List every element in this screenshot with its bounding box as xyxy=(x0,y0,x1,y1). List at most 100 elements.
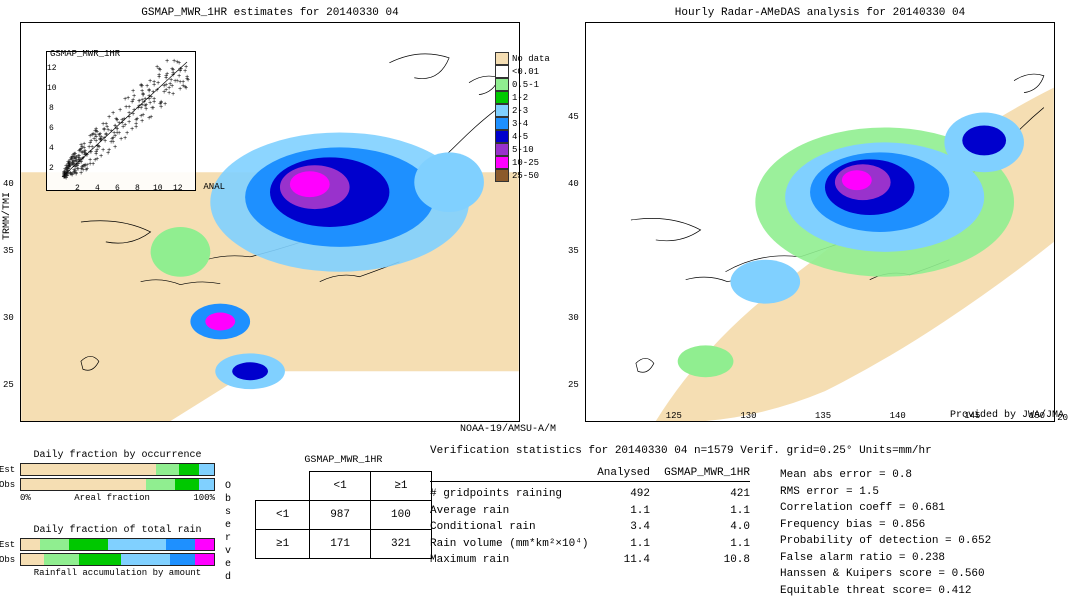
svg-text:+: + xyxy=(123,135,127,143)
svg-text:2: 2 xyxy=(75,184,80,192)
bottom-section: Daily fraction by occurrence Est Obs 0%A… xyxy=(10,440,1070,605)
svg-text:8: 8 xyxy=(135,184,140,192)
fraction-total: Daily fraction of total rain Est Obs Rai… xyxy=(20,525,215,578)
svg-text:+: + xyxy=(140,88,144,96)
frac-segment xyxy=(121,554,169,565)
legend-swatch xyxy=(495,65,509,78)
frac-segment xyxy=(175,479,198,490)
svg-text:+: + xyxy=(123,122,127,130)
verif-score-line: Hanssen & Kuipers score = 0.560 xyxy=(780,566,991,583)
lat-tick: 40 xyxy=(568,179,579,189)
legend-swatch xyxy=(495,91,509,104)
svg-text:+: + xyxy=(155,87,159,95)
verif-row: Rain volume (mm*km²×10⁴)1.11.1 xyxy=(430,536,750,553)
svg-text:10: 10 xyxy=(47,84,57,93)
svg-text:+: + xyxy=(149,94,153,102)
lat-tick: 35 xyxy=(3,246,14,256)
svg-text:+: + xyxy=(145,83,149,91)
svg-text:+: + xyxy=(94,128,98,136)
svg-text:+: + xyxy=(137,103,141,111)
legend-row: 1-2 xyxy=(495,91,555,104)
svg-text:+: + xyxy=(171,91,175,99)
legend-swatch xyxy=(495,130,509,143)
svg-text:+: + xyxy=(162,89,166,97)
frac-segment xyxy=(195,554,214,565)
lat-tick: 35 xyxy=(568,246,579,256)
svg-text:+: + xyxy=(143,103,147,111)
svg-text:+: + xyxy=(70,161,74,169)
lat-tick: 45 xyxy=(568,112,579,122)
verif-row: Conditional rain3.44.0 xyxy=(430,519,750,536)
legend-label: 4-5 xyxy=(512,132,528,142)
verif-score-line: False alarm ratio = 0.238 xyxy=(780,550,991,567)
inset-xlabel: ANAL xyxy=(203,182,225,192)
svg-text:140: 140 xyxy=(890,411,906,421)
inset-scatter-svg: ++++++++++++++++++++++++++++++++++++++++… xyxy=(47,52,197,192)
svg-text:6: 6 xyxy=(49,124,54,133)
legend-row: <0.01 xyxy=(495,65,555,78)
frac-segment xyxy=(170,554,195,565)
svg-text:+: + xyxy=(77,155,81,163)
inset-title: GSMAP_MWR_1HR xyxy=(50,49,120,59)
frac-tot-caption: Rainfall accumulation by amount xyxy=(20,568,215,578)
frac-segment xyxy=(108,539,166,550)
map-right-title: Hourly Radar-AMeDAS analysis for 2014033… xyxy=(586,7,1054,19)
map-left-panel: GSMAP_MWR_1HR estimates for 20140330 04 xyxy=(20,22,520,422)
svg-text:10: 10 xyxy=(153,184,163,192)
legend-row: 3-4 xyxy=(495,117,555,130)
frac-segment xyxy=(166,539,195,550)
svg-text:12: 12 xyxy=(47,64,57,73)
legend-row: 10-25 xyxy=(495,156,555,169)
frac-occ-axis: 0%Areal fraction100% xyxy=(20,493,215,503)
svg-text:+: + xyxy=(70,171,74,179)
svg-text:+: + xyxy=(132,107,136,115)
map-right-footer: Provided by JWA/JMA xyxy=(950,410,1064,421)
svg-text:+: + xyxy=(82,149,86,157)
frac-segment xyxy=(195,539,214,550)
svg-text:+: + xyxy=(134,124,138,132)
contab-title: GSMAP_MWR_1HR xyxy=(255,455,432,466)
frac-occ-title: Daily fraction by occurrence xyxy=(20,450,215,461)
legend-row: 4-5 xyxy=(495,130,555,143)
svg-text:130: 130 xyxy=(740,411,756,421)
svg-text:+: + xyxy=(127,114,131,122)
frac-segment xyxy=(40,539,69,550)
legend-swatch xyxy=(495,78,509,91)
frac-segment xyxy=(21,539,40,550)
svg-text:+: + xyxy=(171,67,175,75)
frac-segment xyxy=(156,464,179,475)
page: GSMAP_MWR_1HR estimates for 20140330 04 xyxy=(0,0,1080,612)
legend-swatch xyxy=(495,156,509,169)
map-left-footer: NOAA-19/AMSU-A/M xyxy=(460,424,556,435)
svg-text:+: + xyxy=(177,60,181,68)
legend-label: No data xyxy=(512,54,550,64)
svg-text:8: 8 xyxy=(49,104,54,113)
frac-segment xyxy=(79,554,121,565)
frac-segment xyxy=(44,554,79,565)
legend-row: 0.5-1 xyxy=(495,78,555,91)
svg-text:+: + xyxy=(94,138,98,146)
verif-row: Maximum rain11.410.8 xyxy=(430,552,750,569)
legend-swatch xyxy=(495,143,509,156)
map-right-panel: Hourly Radar-AMeDAS analysis for 2014033… xyxy=(585,22,1055,422)
legend-swatch xyxy=(495,104,509,117)
inset-scatter: GSMAP_MWR_1HR ++++++++++++++++++++++++++… xyxy=(46,51,196,191)
svg-text:+: + xyxy=(140,118,144,126)
contab-grid: <1≥1 <1987100 ≥1171321 xyxy=(255,471,432,559)
verif-scores: Mean abs error = 0.8RMS error = 1.5Corre… xyxy=(780,467,991,599)
verif-header: Verification statistics for 20140330 04 … xyxy=(430,445,991,457)
svg-text:+: + xyxy=(167,90,171,98)
svg-text:+: + xyxy=(172,58,176,66)
frac-tot-est: Est xyxy=(20,538,215,551)
color-legend: No data<0.010.5-11-22-33-44-55-1010-2525… xyxy=(495,52,555,182)
legend-row: 2-3 xyxy=(495,104,555,117)
svg-text:+: + xyxy=(164,75,168,83)
svg-text:+: + xyxy=(163,101,167,109)
frac-segment xyxy=(21,479,146,490)
frac-tot-title: Daily fraction of total rain xyxy=(20,525,215,536)
verif-row: # gridpoints raining492421 xyxy=(430,486,750,503)
svg-text:+: + xyxy=(88,140,92,148)
svg-text:6: 6 xyxy=(115,184,120,192)
verif-score-line: Equitable threat score= 0.412 xyxy=(780,583,991,600)
lat-tick: 40 xyxy=(3,179,14,189)
